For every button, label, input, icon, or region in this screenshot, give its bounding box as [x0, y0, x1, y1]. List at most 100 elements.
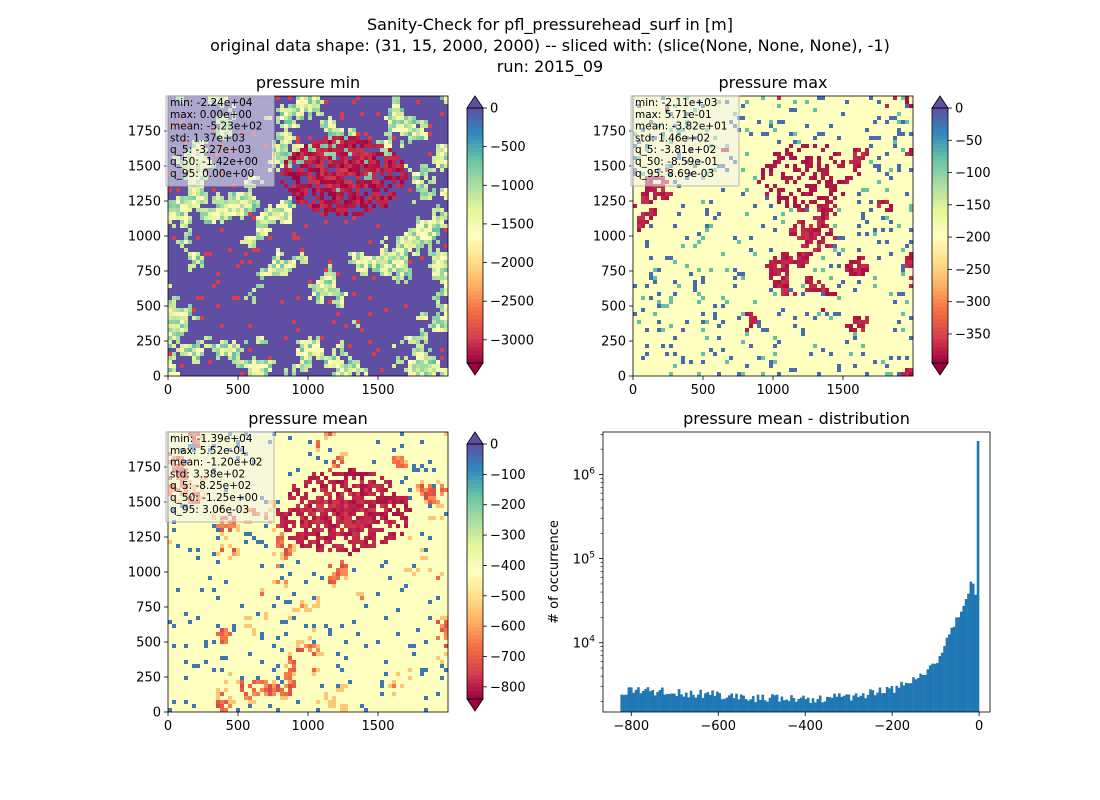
heatmap-cell — [392, 324, 397, 329]
heatmap-cell — [360, 156, 365, 161]
heatmap-cell — [412, 320, 417, 325]
heatmap-cell — [404, 96, 409, 101]
heatmap-cell — [312, 260, 317, 265]
heatmap-cell — [404, 184, 409, 189]
heatmap-cell — [360, 188, 365, 193]
heatmap-cell — [444, 296, 449, 301]
heatmap-cell — [332, 336, 337, 341]
heatmap-cell — [440, 152, 445, 157]
heatmap-cell — [280, 176, 285, 181]
heatmap-cell — [260, 200, 265, 205]
heatmap-cell — [176, 280, 181, 285]
heatmap-cell — [336, 236, 341, 241]
heatmap-cell — [364, 320, 369, 325]
heatmap-cell — [376, 144, 381, 149]
heatmap-cell — [300, 144, 305, 149]
heatmap-cell — [396, 336, 401, 341]
heatmap-cell — [392, 296, 397, 301]
heatmap-cell — [280, 240, 285, 245]
y-tick-label: 0 — [153, 370, 161, 385]
heatmap-cell — [304, 304, 309, 309]
heatmap-cell — [264, 200, 269, 205]
heatmap-cell — [312, 180, 317, 185]
heatmap-cell — [384, 304, 389, 309]
heatmap-cell — [380, 172, 385, 177]
heatmap-cell — [176, 252, 181, 257]
heatmap-cell — [300, 312, 305, 317]
heatmap-cell — [324, 96, 329, 101]
heatmap-cell — [300, 192, 305, 197]
heatmap-cell — [384, 148, 389, 153]
heatmap-cell — [296, 172, 301, 177]
heatmap-cell — [340, 348, 345, 353]
heatmap-cell — [180, 220, 185, 225]
heatmap-cell — [376, 140, 381, 145]
heatmap-cell — [288, 216, 293, 221]
colorbar-segment — [467, 139, 483, 145]
heatmap-cell — [280, 268, 285, 273]
heatmap-cell — [352, 340, 357, 345]
heatmap-cell — [420, 180, 425, 185]
heatmap-cell — [204, 188, 209, 193]
heatmap-cell — [316, 288, 321, 293]
heatmap-cell — [432, 180, 437, 185]
heatmap-cell — [284, 208, 289, 213]
heatmap-cell — [248, 252, 253, 257]
heatmap-cell — [424, 140, 429, 145]
heatmap-cell — [412, 260, 417, 265]
heatmap-cell — [372, 148, 377, 153]
heatmap-cell — [248, 324, 253, 329]
heatmap-cell — [424, 136, 429, 141]
heatmap-cell — [344, 124, 349, 129]
colorbar-segment — [467, 147, 483, 153]
heatmap-cell — [352, 312, 357, 317]
heatmap-cell — [424, 272, 429, 277]
heatmap-cell — [264, 220, 269, 225]
heatmap-cell — [264, 340, 269, 345]
heatmap-cell — [340, 232, 345, 237]
heatmap-cell — [408, 356, 413, 361]
heatmap-cell — [396, 316, 401, 321]
heatmap-cell — [388, 304, 393, 309]
heatmap-cell — [420, 372, 425, 377]
heatmap-cell — [224, 276, 229, 281]
heatmap-cell — [428, 144, 433, 149]
heatmap-cell — [168, 208, 173, 213]
heatmap-cell — [368, 180, 373, 185]
heatmap-cell — [416, 328, 421, 333]
heatmap-cell — [188, 328, 193, 333]
heatmap-cell — [224, 272, 229, 277]
heatmap-cell — [376, 132, 381, 137]
heatmap-cell — [332, 284, 337, 289]
heatmap-cell — [432, 136, 437, 141]
heatmap-cell — [324, 104, 329, 109]
heatmap-cell — [396, 260, 401, 265]
heatmap-cell — [300, 196, 305, 201]
heatmap-cell — [316, 276, 321, 281]
heatmap-cell — [376, 120, 381, 125]
heatmap-cell — [224, 188, 229, 193]
heatmap-cell — [252, 256, 257, 261]
heatmap-cell — [224, 240, 229, 245]
heatmap-cell — [336, 356, 341, 361]
stats-line: q_95: 0.00e+00 — [170, 168, 254, 180]
heatmap-cell — [236, 372, 241, 377]
heatmap-cell — [340, 360, 345, 365]
heatmap-cell — [208, 244, 213, 249]
heatmap-cell — [300, 324, 305, 329]
heatmap-cell — [440, 184, 445, 189]
heatmap-cell — [192, 252, 197, 257]
heatmap-cell — [324, 144, 329, 149]
heatmap-cell — [208, 228, 213, 233]
heatmap-cell — [304, 132, 309, 137]
heatmap-cell — [300, 308, 305, 313]
heatmap-cell — [288, 248, 293, 253]
heatmap-cell — [356, 228, 361, 233]
heatmap-cell — [368, 316, 373, 321]
heatmap-cell — [304, 208, 309, 213]
heatmap-cell — [320, 332, 325, 337]
heatmap-cell — [404, 240, 409, 245]
heatmap-cell — [184, 344, 189, 349]
heatmap-cell — [404, 232, 409, 237]
heatmap-cell — [276, 136, 281, 141]
